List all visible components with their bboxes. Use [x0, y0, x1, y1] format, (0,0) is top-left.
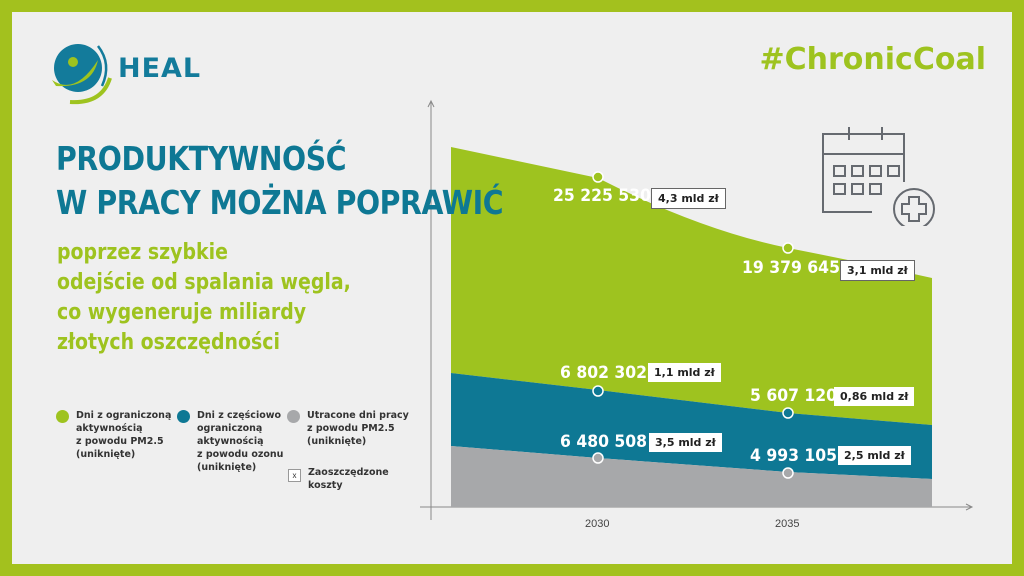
value-label: 4 993 105: [750, 446, 838, 466]
subtitle: poprzez szybkie odejście od spalania węg…: [57, 238, 351, 358]
subtitle-line: odejście od spalania węgla,: [57, 270, 351, 295]
value-label: 6 802 302: [560, 363, 648, 383]
data-point: [592, 452, 604, 464]
cost-badge: 2,5 mld zł: [838, 446, 911, 465]
cost-badge: 3,1 mld zł: [840, 260, 915, 281]
area-pm25-lost-days: [451, 446, 932, 507]
calendar-medical-icon: [822, 127, 935, 226]
title-line-2: W PRACY MOŻNA POPRAWIĆ: [56, 183, 504, 222]
cost-badge: 1,1 mld zł: [648, 363, 721, 382]
subtitle-line: poprzez szybkie: [57, 240, 228, 265]
legend-item-cost: Zaoszczędzone koszty: [308, 467, 389, 491]
value-label: 25 225 530: [553, 186, 651, 206]
legend-dot-gray: [287, 410, 300, 423]
x-tick-label: 2030: [585, 518, 610, 530]
data-point: [592, 171, 604, 183]
legend-item-pm25-lost-days: Utracone dni pracy z powodu PM2.5 (uniknię…: [307, 410, 409, 447]
cost-badge: 4,3 mld zł: [651, 188, 726, 209]
legend-dot-green: [56, 410, 69, 423]
subtitle-line: złotych oszczędności: [57, 330, 280, 355]
y-axis-arrow-icon: [427, 99, 435, 108]
value-label: 5 607 120: [750, 386, 838, 406]
cost-badge: 3,5 mld zł: [649, 433, 722, 452]
hashtag: #ChronicCoal: [759, 42, 987, 77]
data-point: [782, 407, 794, 419]
value-label: 6 480 508: [560, 432, 648, 452]
data-point: [782, 242, 794, 254]
legend-item-pm25-limited: Dni z ograniczoną aktywnością z powodu PM2…: [76, 410, 172, 460]
x-axis-arrow-icon: [965, 503, 974, 511]
data-point: [592, 385, 604, 397]
cost-badge: 0,86 mld zł: [834, 387, 915, 406]
heal-logo-icon: [52, 44, 112, 105]
data-point: [782, 467, 794, 479]
area-ozone-limited: [451, 373, 932, 479]
page-title: PRODUKTYWNOŚĆ W PRACY MOŻNA POPRAWIĆ: [56, 137, 504, 225]
legend-dot-blue: [177, 410, 190, 423]
legend-item-ozone-limited: Dni z częściowo ograniczoną aktywnością z p…: [197, 410, 284, 473]
logo-text: HEAL: [118, 53, 202, 84]
title-line-1: PRODUKTYWNOŚĆ: [56, 139, 347, 178]
value-label: 19 379 645: [742, 258, 840, 278]
area-pm25-limited: [451, 147, 932, 425]
legend-cost-box-icon: x: [288, 469, 301, 482]
x-tick-label: 2035: [775, 518, 800, 530]
subtitle-line: co wygeneruje miliardy: [57, 300, 307, 325]
